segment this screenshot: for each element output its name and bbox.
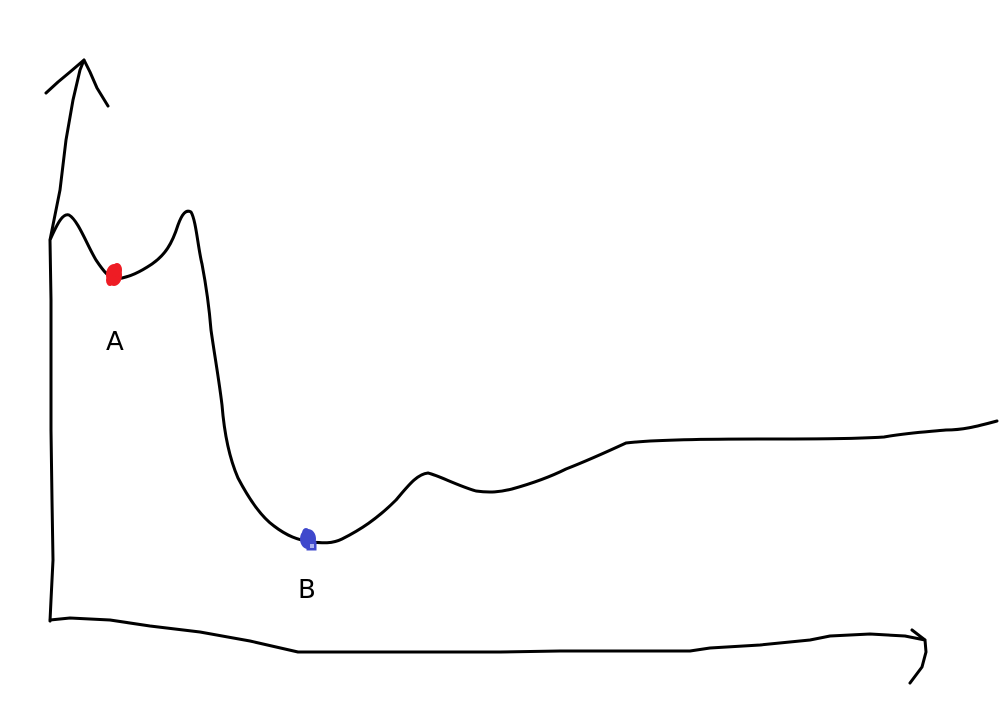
point-b-marker [300,528,317,551]
x-axis-arrowhead [908,628,928,685]
x-axis [48,616,927,654]
point-b-label: B [298,575,316,605]
y-axis-arrowhead [44,58,110,108]
point-a-marker [106,263,122,286]
y-axis [48,58,86,623]
point-a-label: A [106,327,124,357]
landscape-curve [48,209,999,545]
